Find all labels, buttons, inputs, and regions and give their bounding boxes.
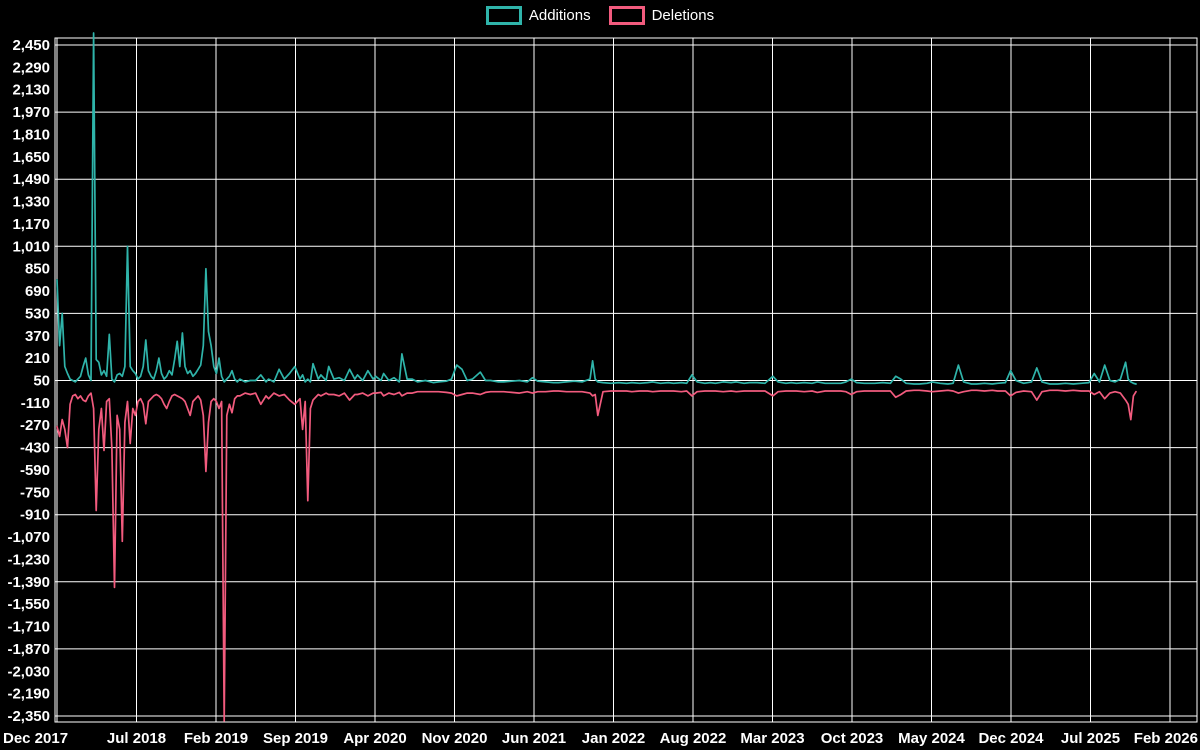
additions-swatch-icon [485, 6, 522, 25]
y-axis-label: -750 [20, 484, 50, 501]
y-axis-label: 50 [33, 373, 50, 390]
x-axis-label: Oct 2023 [821, 730, 884, 747]
deletions-swatch-icon [608, 6, 645, 25]
x-axis-label: Nov 2020 [422, 730, 488, 747]
additions-line [56, 32, 1137, 385]
y-axis-label: -270 [20, 417, 50, 434]
x-axis-label: Jul 2025 [1061, 730, 1120, 747]
x-axis-label: Dec 2017 [3, 730, 68, 747]
x-axis-label: Aug 2022 [660, 730, 727, 747]
y-axis-label: 1,010 [12, 238, 50, 255]
deletions-line [56, 389, 1137, 722]
y-axis-label: 210 [25, 350, 50, 367]
y-axis-label: -590 [20, 462, 50, 479]
legend-label-deletions: Deletions [651, 6, 715, 24]
y-axis-label: -1,070 [7, 529, 50, 546]
y-axis-label: -2,030 [7, 663, 50, 680]
legend-label-additions: Additions [528, 6, 591, 24]
y-axis-label: 2,450 [12, 37, 50, 54]
y-axis-label: -2,190 [7, 686, 50, 703]
y-axis: 2,450 2,290 2,130 1,970 1,810 1,650 1,490 1,330… [7, 37, 50, 725]
x-axis-label: Feb 2026 [1134, 730, 1198, 747]
y-axis-label: 2,290 [12, 59, 50, 76]
x-axis-label: Feb 2019 [184, 730, 248, 747]
y-axis-label: -1,230 [7, 551, 50, 568]
y-axis-label: 1,170 [12, 216, 50, 233]
plot-border [54, 37, 1198, 723]
y-axis-label: -430 [20, 440, 50, 457]
y-axis-label: 1,970 [12, 104, 50, 121]
y-axis-label: 370 [25, 328, 50, 345]
y-axis-label: 690 [25, 283, 50, 300]
x-axis-label: Dec 2024 [978, 730, 1044, 747]
x-axis-label: Jul 2018 [107, 730, 166, 747]
y-axis-label: 850 [25, 261, 50, 278]
legend: Additions Deletions [0, 6, 1200, 25]
y-axis-label: -910 [20, 507, 50, 524]
y-axis-label: -1,550 [7, 596, 50, 613]
y-axis-label: -1,870 [7, 641, 50, 658]
y-axis-label: 1,810 [12, 126, 50, 143]
legend-item-additions[interactable]: Additions [485, 6, 591, 25]
x-axis-label: Apr 2020 [343, 730, 406, 747]
x-axis-label: Jan 2022 [582, 730, 645, 747]
y-axis-label: 1,330 [12, 194, 50, 211]
y-axis-label: 1,490 [12, 171, 50, 188]
x-axis-label: May 2024 [898, 730, 965, 747]
y-axis-label: 2,130 [12, 82, 50, 99]
x-axis: Dec 2017 Jul 2018 Feb 2019 Sep 2019 Apr 2020… [3, 730, 1198, 747]
x-axis-label: Mar 2023 [740, 730, 804, 747]
y-axis-label: -110 [21, 395, 50, 412]
y-axis-label: -1,710 [7, 619, 50, 636]
y-axis-label: 1,650 [12, 149, 50, 166]
x-axis-label: Jun 2021 [502, 730, 566, 747]
y-axis-label: -2,350 [7, 708, 50, 725]
legend-item-deletions[interactable]: Deletions [608, 6, 715, 25]
y-axis-label: -1,390 [7, 574, 50, 591]
x-axis-label: Sep 2019 [263, 730, 328, 747]
y-axis-label: 530 [25, 305, 50, 322]
